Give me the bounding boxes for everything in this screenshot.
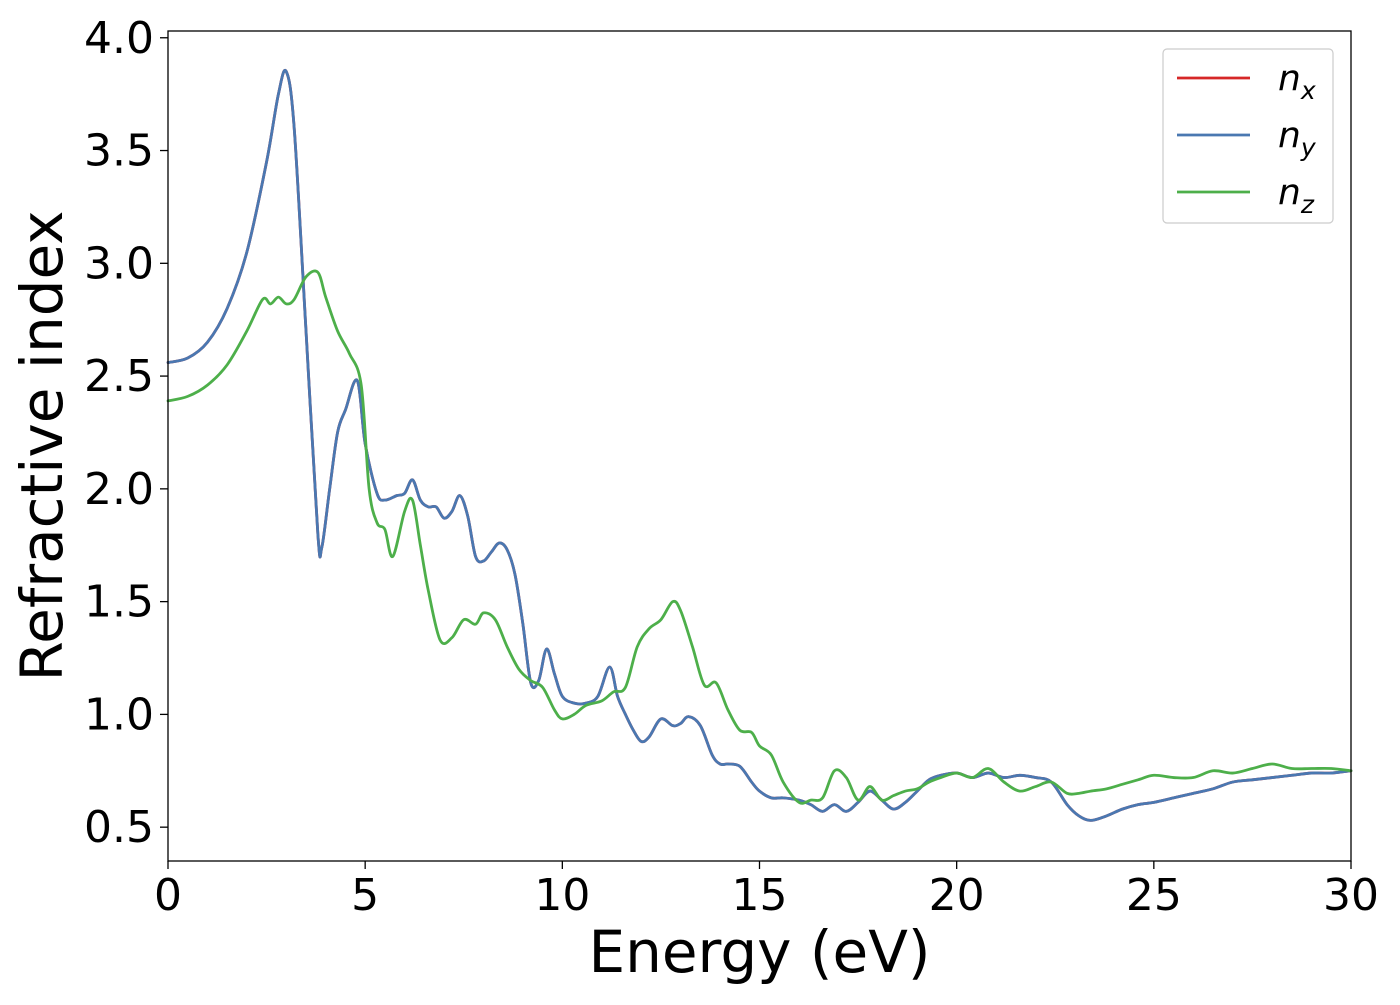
y-tick-label: 1.5 [84, 577, 154, 628]
legend: nx ny nz [1162, 48, 1334, 224]
x-tick-label: 25 [1126, 870, 1182, 921]
legend-label-nx: nx [1278, 58, 1316, 105]
x-axis-label: Energy (eV) [588, 918, 930, 986]
x-tick-label: 30 [1323, 870, 1379, 921]
y-tick-label: 0.5 [84, 802, 154, 853]
legend-label-ny: ny [1278, 115, 1317, 162]
legend-label-nz: nz [1278, 172, 1315, 219]
x-tick-label: 15 [732, 870, 788, 921]
legend-entries: nx ny nz [1177, 58, 1317, 219]
y-tick-label: 2.0 [84, 464, 154, 515]
y-tick-label: 2.5 [84, 351, 154, 402]
x-tick-label: 20 [929, 870, 985, 921]
x-tick-label: 5 [351, 870, 379, 921]
y-axis-label: Refractive index [8, 210, 76, 681]
x-tick-label: 0 [154, 870, 182, 921]
y-axis-ticks: 0.5 1.0 1.5 2.0 2.5 3.0 3.5 4.0 [84, 13, 168, 853]
y-tick-label: 3.0 [84, 238, 154, 289]
y-tick-label: 1.0 [84, 689, 154, 740]
y-tick-label: 4.0 [84, 13, 154, 64]
x-tick-label: 10 [534, 870, 590, 921]
series-line-nz [166, 269, 1353, 805]
x-axis-ticks: 0 5 10 15 20 25 30 [154, 861, 1379, 921]
y-tick-label: 3.5 [84, 126, 154, 177]
series-layer [166, 68, 1353, 822]
